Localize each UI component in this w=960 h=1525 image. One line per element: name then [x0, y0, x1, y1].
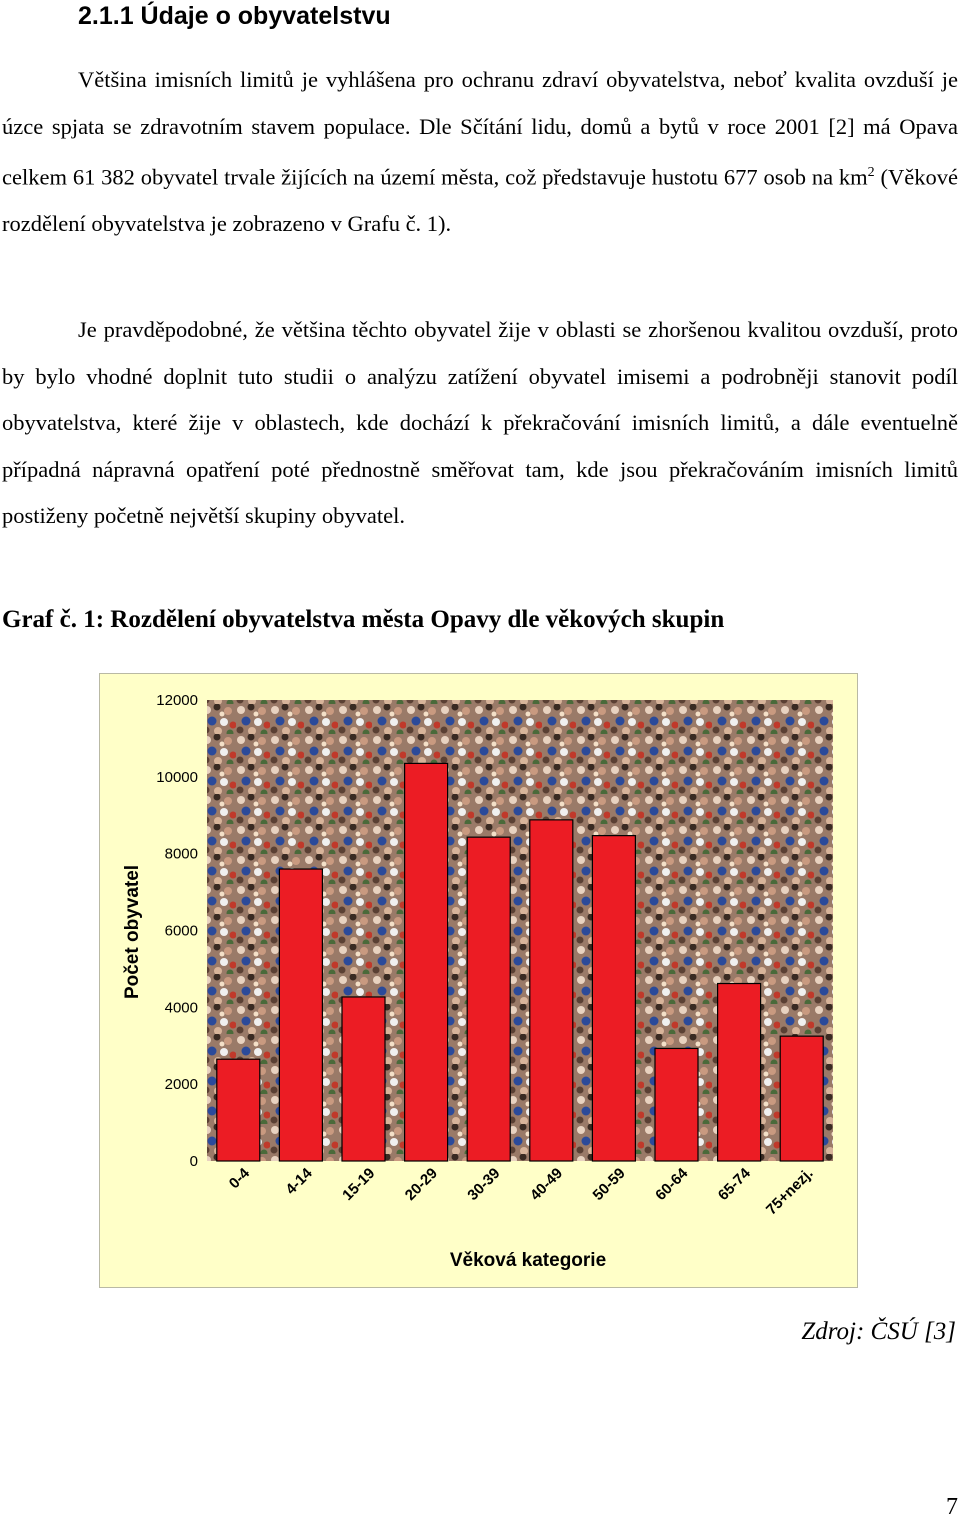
x-tick-label: 60-64: [652, 1164, 692, 1204]
bar-4-14: [278, 868, 323, 1162]
y-tick-label: 0: [190, 1153, 198, 1170]
section-heading: 2.1.1 Údaje o obyvatelstvu: [78, 2, 391, 30]
bar-20-29: [404, 762, 449, 1162]
bar-0-4: [216, 1058, 261, 1162]
y-tick-label: 8000: [165, 846, 198, 863]
paragraph-population: Většina imisních limitů je vyhlášena pro…: [2, 57, 958, 248]
x-tick-label: 50-59: [590, 1165, 629, 1204]
x-tick-label: 0-4: [226, 1164, 254, 1192]
bar-65-74: [716, 982, 762, 1162]
y-tick-label: 4000: [165, 999, 198, 1016]
age-distribution-chart: 0 2000 4000 6000 8000 10000 12000 0-4 4-14 15-19…: [99, 673, 858, 1288]
x-tick-label: 65-74: [715, 1164, 755, 1204]
bar-75+nezj.: [779, 1035, 824, 1162]
y-tick-label: 12000: [156, 692, 198, 709]
y-tick-label: 2000: [165, 1076, 198, 1093]
x-tick-label: 40-49: [527, 1165, 566, 1204]
source-note: Zdroj: ČSÚ [3]: [801, 1318, 956, 1345]
bar-30-39: [466, 836, 511, 1162]
bar-15-19: [341, 996, 386, 1162]
bar-40-49: [529, 819, 574, 1162]
x-tick-label: 20-29: [402, 1165, 441, 1204]
paragraph-population-text-end: (Věkové rozdělení obyvatelstva je zobraz…: [2, 164, 958, 237]
x-tick-label: 15-19: [339, 1165, 378, 1204]
y-tick-label: 6000: [165, 923, 198, 940]
page-number: 7: [946, 1494, 958, 1520]
paragraph-air-quality: Je pravděpodobné, že většina těchto obyv…: [2, 317, 958, 528]
bar-50-59: [591, 835, 636, 1162]
y-tick-label: 10000: [156, 769, 198, 786]
paragraph-population-text: Většina imisních limitů je vyhlášena pro…: [2, 67, 958, 190]
x-axis-label: Věková kategorie: [450, 1250, 606, 1271]
superscript-2: 2: [867, 165, 875, 180]
x-tick-label: 4-14: [282, 1164, 316, 1198]
graph-caption: Graf č. 1: Rozdělení obyvatelstva města …: [2, 606, 725, 633]
y-axis-label: Počet obyvatel: [122, 865, 143, 999]
x-tick-label: 30-39: [464, 1165, 503, 1204]
x-tick-label: 75+nezj.: [763, 1165, 817, 1219]
bar-60-64: [654, 1047, 699, 1162]
chart-svg: 0 2000 4000 6000 8000 10000 12000 0-4 4-14 15-19…: [122, 692, 833, 1271]
